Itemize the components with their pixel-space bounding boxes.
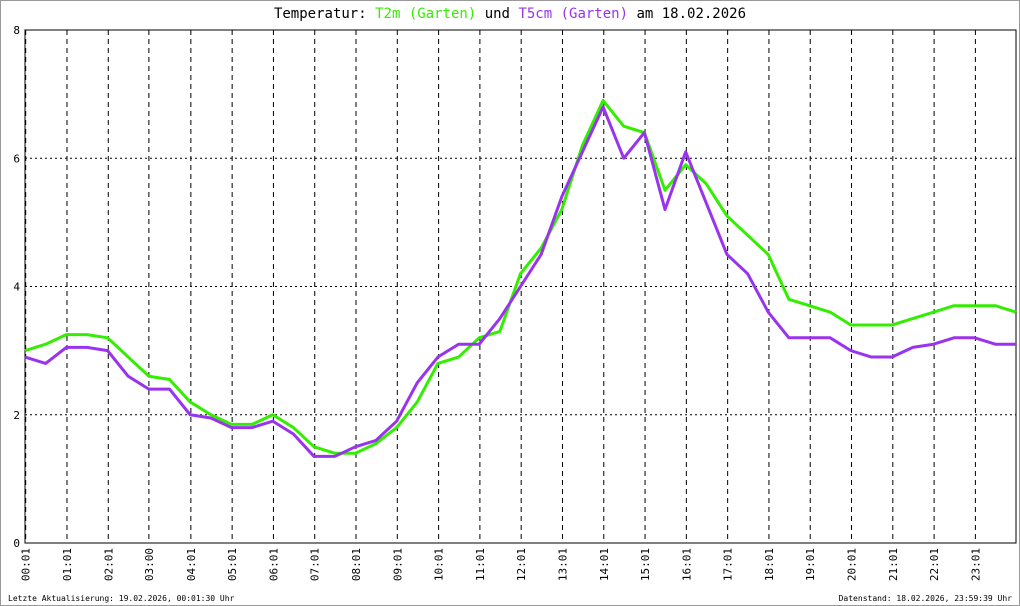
x-tick-label: 14:01 (598, 548, 611, 581)
series-line (24, 105, 1016, 458)
x-tick-label: 22:01 (928, 548, 941, 581)
x-tick-label: 12:01 (515, 548, 528, 581)
x-tick-label: 07:01 (309, 548, 322, 581)
y-tick-label: 8 (13, 24, 20, 37)
x-tick-label: 09:01 (391, 548, 404, 581)
y-tick-label: 6 (13, 152, 20, 165)
x-tick-label: 03:00 (143, 548, 156, 581)
title-text: und (485, 6, 510, 22)
title-text: Temperatur: (274, 6, 367, 22)
x-tick-label: 10:01 (433, 548, 446, 581)
x-tick-label: 01:01 (61, 548, 74, 581)
legend-entry: T5cm (Garten) (518, 6, 628, 22)
x-tick-label: 23:01 (969, 548, 982, 581)
x-tick-label: 19:01 (804, 548, 817, 581)
x-tick-label: 02:01 (102, 548, 115, 581)
x-tick-label: 00:01 (20, 548, 33, 581)
chart-title: Temperatur: T2m (Garten) und T5cm (Garte… (274, 6, 746, 22)
y-tick-label: 2 (13, 409, 20, 422)
x-tick-label: 16:01 (680, 548, 693, 581)
x-tick-label: 05:01 (226, 548, 239, 581)
x-tick-label: 20:01 (846, 548, 859, 581)
legend-entry: T2m (Garten) (375, 6, 476, 22)
title-text: am 18.02.2026 (636, 6, 746, 22)
y-tick-label: 0 (13, 537, 20, 550)
x-tick-label: 13:01 (556, 548, 569, 581)
x-tick-label: 06:01 (267, 548, 280, 581)
y-tick-label: 4 (13, 281, 20, 294)
x-tick-label: 21:01 (887, 548, 900, 581)
footer-right: Datenstand: 18.02.2026, 23:59:39 Uhr (839, 594, 1013, 603)
x-tick-label: 17:01 (722, 548, 735, 581)
x-tick-label: 08:01 (350, 548, 363, 581)
series-line (24, 99, 1017, 455)
x-tick-label: 11:01 (474, 548, 487, 581)
x-tick-label: 15:01 (639, 548, 652, 581)
x-tick-label: 04:01 (185, 548, 198, 581)
footer-left: Letzte Aktualisierung: 19.02.2026, 00:01… (8, 594, 235, 603)
x-tick-label: 18:01 (763, 548, 776, 581)
